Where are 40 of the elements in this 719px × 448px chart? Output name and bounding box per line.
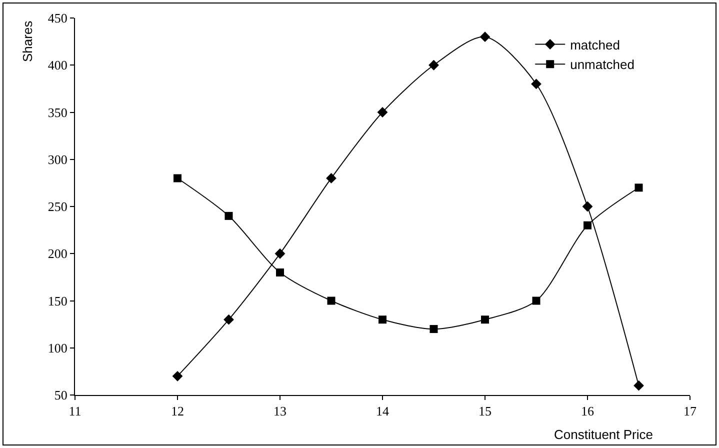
y-tick-label: 400 (48, 58, 68, 73)
point (378, 316, 386, 324)
y-tick-label: 350 (48, 104, 68, 120)
y-tick-label: 300 (48, 152, 68, 167)
point (224, 314, 234, 325)
legend-label: matched (570, 37, 620, 52)
point (276, 268, 284, 276)
point (377, 107, 388, 118)
point (172, 370, 183, 382)
y-tick-label: 250 (48, 199, 68, 214)
point (634, 380, 644, 391)
x-tick-label: 11 (68, 404, 82, 419)
y-tick-label: 50 (54, 388, 68, 403)
x-tick-label: 14 (376, 404, 390, 419)
point (274, 248, 286, 259)
y-tick-label: 450 (48, 10, 68, 26)
x-tick-label: 13 (274, 404, 286, 419)
legend-label: unmatched (570, 57, 634, 72)
y-tick-label: 100 (48, 340, 68, 356)
point (224, 212, 233, 220)
point (430, 325, 438, 334)
point (532, 296, 540, 305)
point (584, 221, 592, 230)
x-tick-label: 17 (684, 404, 697, 419)
y-axis-title: Shares (20, 20, 35, 62)
point (326, 173, 336, 184)
point (480, 32, 490, 42)
point (531, 78, 542, 90)
point (327, 296, 336, 305)
point (428, 60, 439, 70)
x-tick-label: 16 (581, 404, 594, 419)
point (481, 316, 489, 324)
y-tick-label: 150 (48, 293, 68, 308)
x-tick-label: 12 (171, 404, 184, 419)
y-tick-label: 200 (48, 246, 68, 262)
x-tick-label: 15 (478, 404, 492, 419)
point (174, 174, 182, 182)
x-axis-title: Constituent Price (554, 427, 653, 442)
point (634, 184, 643, 192)
point (582, 201, 593, 212)
